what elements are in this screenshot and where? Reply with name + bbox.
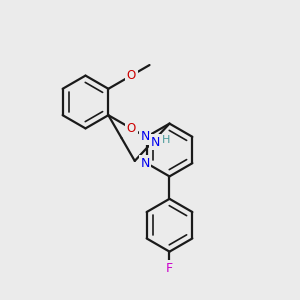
Text: F: F	[166, 262, 173, 275]
Text: O: O	[127, 69, 136, 82]
Text: N: N	[140, 130, 150, 143]
Text: H: H	[162, 135, 170, 145]
Text: N: N	[150, 136, 160, 149]
Text: O: O	[127, 122, 136, 135]
Text: N: N	[140, 157, 150, 170]
